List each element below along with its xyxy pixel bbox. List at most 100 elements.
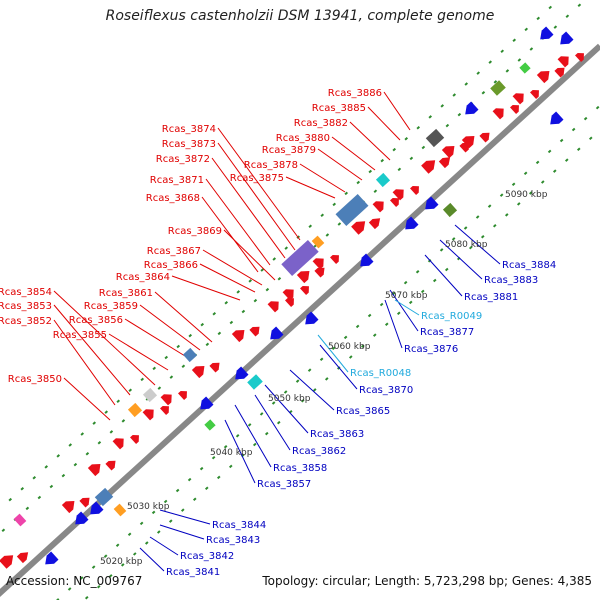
tick-mark: [103, 554, 108, 558]
forward-gene-arrow: [267, 301, 279, 313]
tick-mark: [535, 160, 540, 165]
tick-mark: [8, 497, 13, 502]
tick-mark: [144, 541, 149, 545]
forward-gene-arrow: [142, 409, 154, 421]
tick-mark: [241, 309, 246, 314]
gene-label: Rcas_3850: [8, 374, 62, 385]
tick-mark: [415, 269, 420, 274]
gene-label: Rcas_3858: [273, 463, 327, 474]
scale-label: 5070 kbp: [385, 291, 428, 301]
tick-mark: [121, 419, 126, 423]
forward-gene-arrow: [314, 267, 325, 278]
leader-line: [331, 136, 376, 171]
tick-mark: [128, 388, 133, 393]
leader-line: [124, 318, 186, 357]
leader-line: [384, 299, 403, 349]
tick-mark: [56, 454, 61, 458]
tick-mark: [432, 278, 437, 283]
reverse-gene-arrow: [560, 31, 574, 45]
forward-gene-arrow: [530, 89, 539, 100]
tick-mark: [92, 421, 97, 425]
tick-mark: [355, 324, 360, 329]
forward-gene-arrow: [285, 297, 294, 308]
forward-gene-arrow: [191, 365, 205, 379]
tick-mark: [372, 333, 377, 337]
gene-label: Rcas_3856: [69, 315, 123, 326]
feature-box: [113, 503, 127, 517]
tick-mark: [439, 248, 444, 252]
tick-mark: [37, 495, 42, 500]
gene-label: Rcas_3881: [464, 292, 518, 303]
tick-mark: [397, 167, 402, 172]
tick-mark: [164, 355, 169, 360]
gene-label: Rcas_3867: [147, 246, 201, 257]
tick-mark: [511, 182, 516, 186]
feature-box: [375, 172, 391, 188]
tick-mark: [80, 432, 85, 436]
tick-mark: [91, 565, 96, 569]
tick-mark: [452, 93, 457, 97]
tick-mark: [344, 191, 349, 196]
tick-mark: [180, 508, 185, 512]
gene-label: Rcas_3861: [99, 288, 153, 299]
leader-line: [205, 178, 271, 266]
tick-mark: [216, 475, 221, 480]
leader-line: [149, 536, 179, 556]
scale-label: 5060 kbp: [328, 342, 371, 352]
tick-mark: [25, 506, 30, 511]
tick-mark: [337, 222, 342, 226]
leader-line: [171, 275, 241, 301]
gene-label: Rcas_3844: [212, 520, 266, 531]
feature-box: [247, 374, 263, 390]
gene-label: Rcas_3878: [244, 160, 298, 171]
tick-mark: [324, 377, 329, 381]
gene-label: Rcas_3886: [328, 88, 382, 99]
gene-label: Rcas_3852: [0, 316, 52, 327]
reverse-gene-arrow: [75, 511, 89, 525]
forward-gene-arrow: [178, 390, 187, 401]
tick-mark: [408, 300, 413, 305]
tick-mark: [156, 530, 161, 534]
reverse-gene-arrow: [235, 366, 249, 380]
tick-mark: [283, 390, 288, 394]
reverse-gene-arrow: [200, 396, 214, 410]
tick-mark: [163, 499, 168, 504]
scale-label: 5090 kbp: [505, 190, 548, 200]
tick-mark: [168, 519, 173, 523]
tick-mark: [205, 342, 210, 347]
tick-mark: [325, 233, 330, 237]
reverse-gene-arrow: [305, 311, 319, 325]
tick-mark: [295, 379, 300, 383]
forward-gene-arrow: [441, 145, 455, 159]
tick-mark: [356, 180, 361, 185]
reverse-gene-arrow: [360, 253, 374, 267]
tick-mark: [139, 521, 144, 526]
leader-line: [439, 239, 483, 280]
tick-mark: [284, 246, 289, 250]
tick-mark: [332, 202, 337, 207]
tick-mark: [247, 423, 252, 427]
gene-label: Rcas_3866: [144, 260, 198, 271]
tick-mark: [553, 25, 558, 29]
leader-line: [211, 157, 286, 259]
tick-mark: [595, 105, 600, 110]
tick-mark: [79, 576, 84, 580]
leader-line: [217, 142, 296, 251]
scale-label: 5030 kbp: [127, 502, 170, 512]
tick-mark: [583, 116, 588, 121]
gene-label: Rcas_3880: [276, 133, 330, 144]
gene-label: Rcas_R0048: [350, 368, 411, 379]
tick-mark: [571, 127, 576, 132]
leader-line: [63, 377, 111, 421]
feature-box: [127, 402, 143, 418]
forward-gene-arrow: [351, 221, 366, 235]
tick-mark: [348, 355, 353, 359]
forward-gene-arrow: [209, 362, 220, 373]
gene-label: Rcas_3854: [0, 287, 52, 298]
tick-mark: [421, 145, 426, 150]
forward-gene-arrow: [160, 394, 172, 406]
tick-mark: [300, 399, 305, 403]
tick-mark: [265, 287, 270, 292]
gene-label: Rcas_3876: [404, 344, 458, 355]
leader-line: [299, 163, 346, 193]
